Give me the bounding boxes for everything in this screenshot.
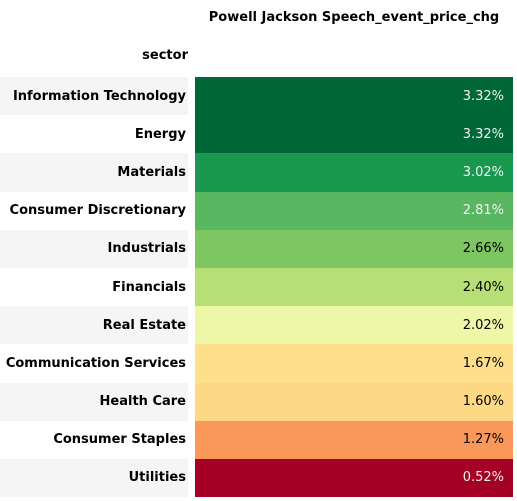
table-body: Information Technology 3.32% Energy 3.32% Ma… — [0, 77, 513, 498]
sector-label: Real Estate — [0, 306, 188, 345]
row-gap — [188, 344, 195, 382]
sector-label: Health Care — [0, 382, 188, 421]
sector-label: Information Technology — [0, 77, 188, 116]
table-row: Information Technology 3.32% — [0, 77, 513, 116]
table-row: Energy 3.32% — [0, 115, 513, 154]
table-row: Consumer Discretionary 2.81% — [0, 191, 513, 230]
sector-label: Materials — [0, 153, 188, 192]
sector-label: Utilities — [0, 458, 188, 498]
row-gap — [188, 192, 195, 230]
row-gap — [188, 421, 195, 459]
value-cell: 2.66% — [195, 229, 513, 268]
table-row: Health Care 1.60% — [0, 382, 513, 421]
value-cell: 3.02% — [195, 153, 513, 192]
row-gap — [188, 115, 195, 153]
row-gap — [188, 306, 195, 344]
value-cell: 3.32% — [195, 77, 513, 116]
sector-label: Industrials — [0, 229, 188, 268]
row-gap — [188, 268, 195, 306]
value-cell: 2.81% — [195, 191, 513, 230]
value-cell: 3.32% — [195, 115, 513, 154]
value-cell: 1.27% — [195, 420, 513, 459]
value-cell: 1.67% — [195, 344, 513, 383]
table-row: Real Estate 2.02% — [0, 306, 513, 345]
value-cell: 2.02% — [195, 306, 513, 345]
row-gap — [188, 77, 195, 115]
row-gap — [188, 383, 195, 421]
column-header: Powell Jackson Speech_event_price_chg — [208, 10, 500, 25]
row-gap — [188, 230, 195, 268]
sector-label: Financials — [0, 267, 188, 307]
value-cell: 2.40% — [195, 267, 513, 307]
value-cell: 0.52% — [195, 458, 513, 498]
index-header: sector — [142, 48, 188, 63]
table-row: Consumer Staples 1.27% — [0, 420, 513, 459]
table-row: Financials 2.40% — [0, 267, 513, 307]
sector-label: Consumer Discretionary — [0, 191, 188, 230]
value-cell: 1.60% — [195, 382, 513, 421]
sector-label: Consumer Staples — [0, 420, 188, 459]
table-row: Industrials 2.66% — [0, 229, 513, 268]
sector-label: Communication Services — [0, 344, 188, 383]
row-gap — [188, 153, 195, 191]
table-row: Materials 3.02% — [0, 153, 513, 192]
sector-label: Energy — [0, 115, 188, 154]
table-row: Utilities 0.52% — [0, 458, 513, 498]
table-row: Communication Services 1.67% — [0, 344, 513, 383]
row-gap — [188, 459, 195, 497]
